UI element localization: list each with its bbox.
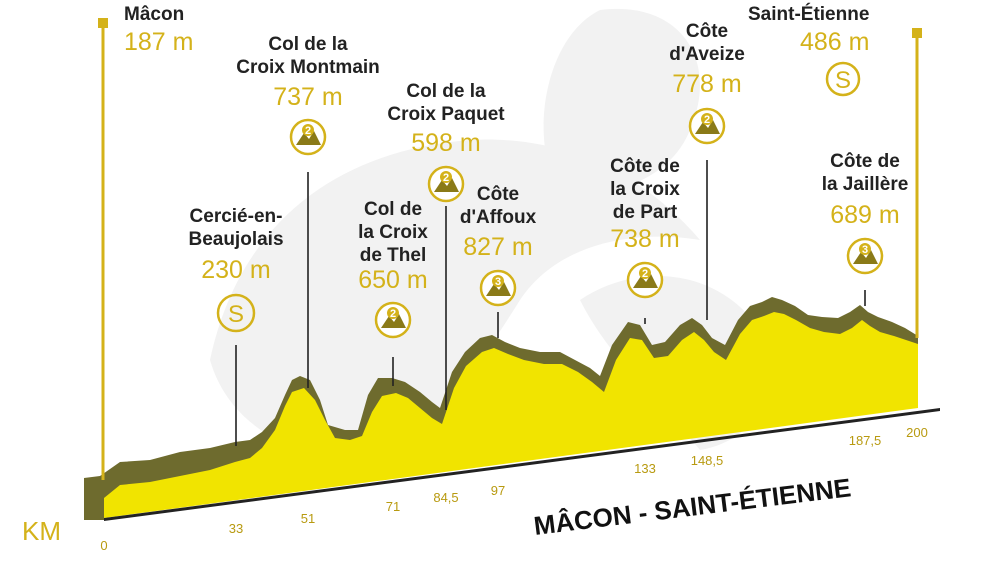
stage-title: MÂCON - SAINT-ÉTIENNE xyxy=(532,472,853,541)
svg-text:2: 2 xyxy=(704,114,710,126)
climb7-altitude: 689 m xyxy=(830,201,899,229)
svg-text:2: 2 xyxy=(390,308,396,320)
climb4-altitude: 827 m xyxy=(463,233,532,261)
profile-front-face xyxy=(104,312,918,518)
profile-base-edge xyxy=(104,408,940,521)
svg-text:2: 2 xyxy=(642,268,648,280)
sprint-s-icon: S xyxy=(216,293,256,333)
km-tick-133: 133 xyxy=(634,461,656,476)
climb6-altitude: 778 m xyxy=(672,70,741,98)
climb1-name-line2: Croix Montmain xyxy=(236,57,380,78)
svg-text:2: 2 xyxy=(305,125,311,137)
climb5-category-icon: 2 xyxy=(626,261,664,299)
climb2-name-line1: Col de xyxy=(364,199,422,220)
climb7-name-line1: Côte de xyxy=(830,151,900,172)
climb6-category-icon: 2 xyxy=(688,107,726,145)
svg-text:3: 3 xyxy=(862,244,868,256)
finish-altitude: 486 m xyxy=(800,28,869,56)
climb2-name-line3: de Thel xyxy=(360,245,427,266)
climb5-name-line2: la Croix xyxy=(610,179,680,200)
climb5-altitude: 738 m xyxy=(610,225,679,253)
svg-text:S: S xyxy=(228,301,244,328)
climb1-category-icon: 2 xyxy=(289,118,327,156)
climb4-name-line1: Côte xyxy=(477,184,519,205)
km-tick-51: 51 xyxy=(301,511,315,526)
climb2-category-icon: 2 xyxy=(374,301,412,339)
km-tick-33: 33 xyxy=(229,521,243,536)
finish-name: Saint-Étienne xyxy=(748,3,869,25)
start-post xyxy=(98,18,108,480)
climb2-altitude: 650 m xyxy=(358,266,427,294)
km-tick-71: 71 xyxy=(386,499,400,514)
start-altitude: 187 m xyxy=(124,28,193,56)
finish-post xyxy=(912,28,922,338)
km-axis-ticks: 0 33 51 71 84,5 97 133 148,5 187,5 200 xyxy=(100,425,927,553)
sprint-name-line2: Beaujolais xyxy=(188,229,283,250)
svg-text:3: 3 xyxy=(495,276,501,288)
climb1-altitude: 737 m xyxy=(273,83,342,111)
climb3-name-line1: Col de la xyxy=(406,81,486,102)
sprint-name-line1: Cercié-en- xyxy=(190,206,283,227)
start-name: Mâcon xyxy=(124,4,184,25)
km-tick-97: 97 xyxy=(491,483,505,498)
climb6-name-line1: Côte xyxy=(686,21,728,42)
climb6-name-line2: d'Aveize xyxy=(669,44,745,65)
climb5-name-line1: Côte de xyxy=(610,156,680,177)
climb2-name-line2: la Croix xyxy=(358,222,428,243)
climb5-name-line3: de Part xyxy=(613,202,678,223)
km-tick-148-5: 148,5 xyxy=(691,453,724,468)
km-tick-187-5: 187,5 xyxy=(849,433,882,448)
climb7-name-line2: la Jaillère xyxy=(822,174,909,195)
climb1-name-line1: Col de la xyxy=(268,34,348,55)
climb4-name-line2: d'Affoux xyxy=(460,207,537,228)
finish-sprint-icon: S xyxy=(825,61,861,97)
km-tick-84-5: 84,5 xyxy=(433,490,458,505)
km-tick-200: 200 xyxy=(906,425,928,440)
climb3-altitude: 598 m xyxy=(411,129,480,157)
svg-text:S: S xyxy=(835,67,851,94)
km-tick-0: 0 xyxy=(100,538,107,553)
climb4-category-icon: 3 xyxy=(479,269,517,307)
sprint-altitude: 230 m xyxy=(201,256,270,284)
climb3-category-icon: 2 xyxy=(427,165,465,203)
svg-text:2: 2 xyxy=(443,172,449,184)
pointer-lines xyxy=(235,160,866,446)
climb7-category-icon: 3 xyxy=(846,237,884,275)
climb3-name-line2: Croix Paquet xyxy=(387,104,505,125)
km-unit-label: KM xyxy=(22,516,61,546)
